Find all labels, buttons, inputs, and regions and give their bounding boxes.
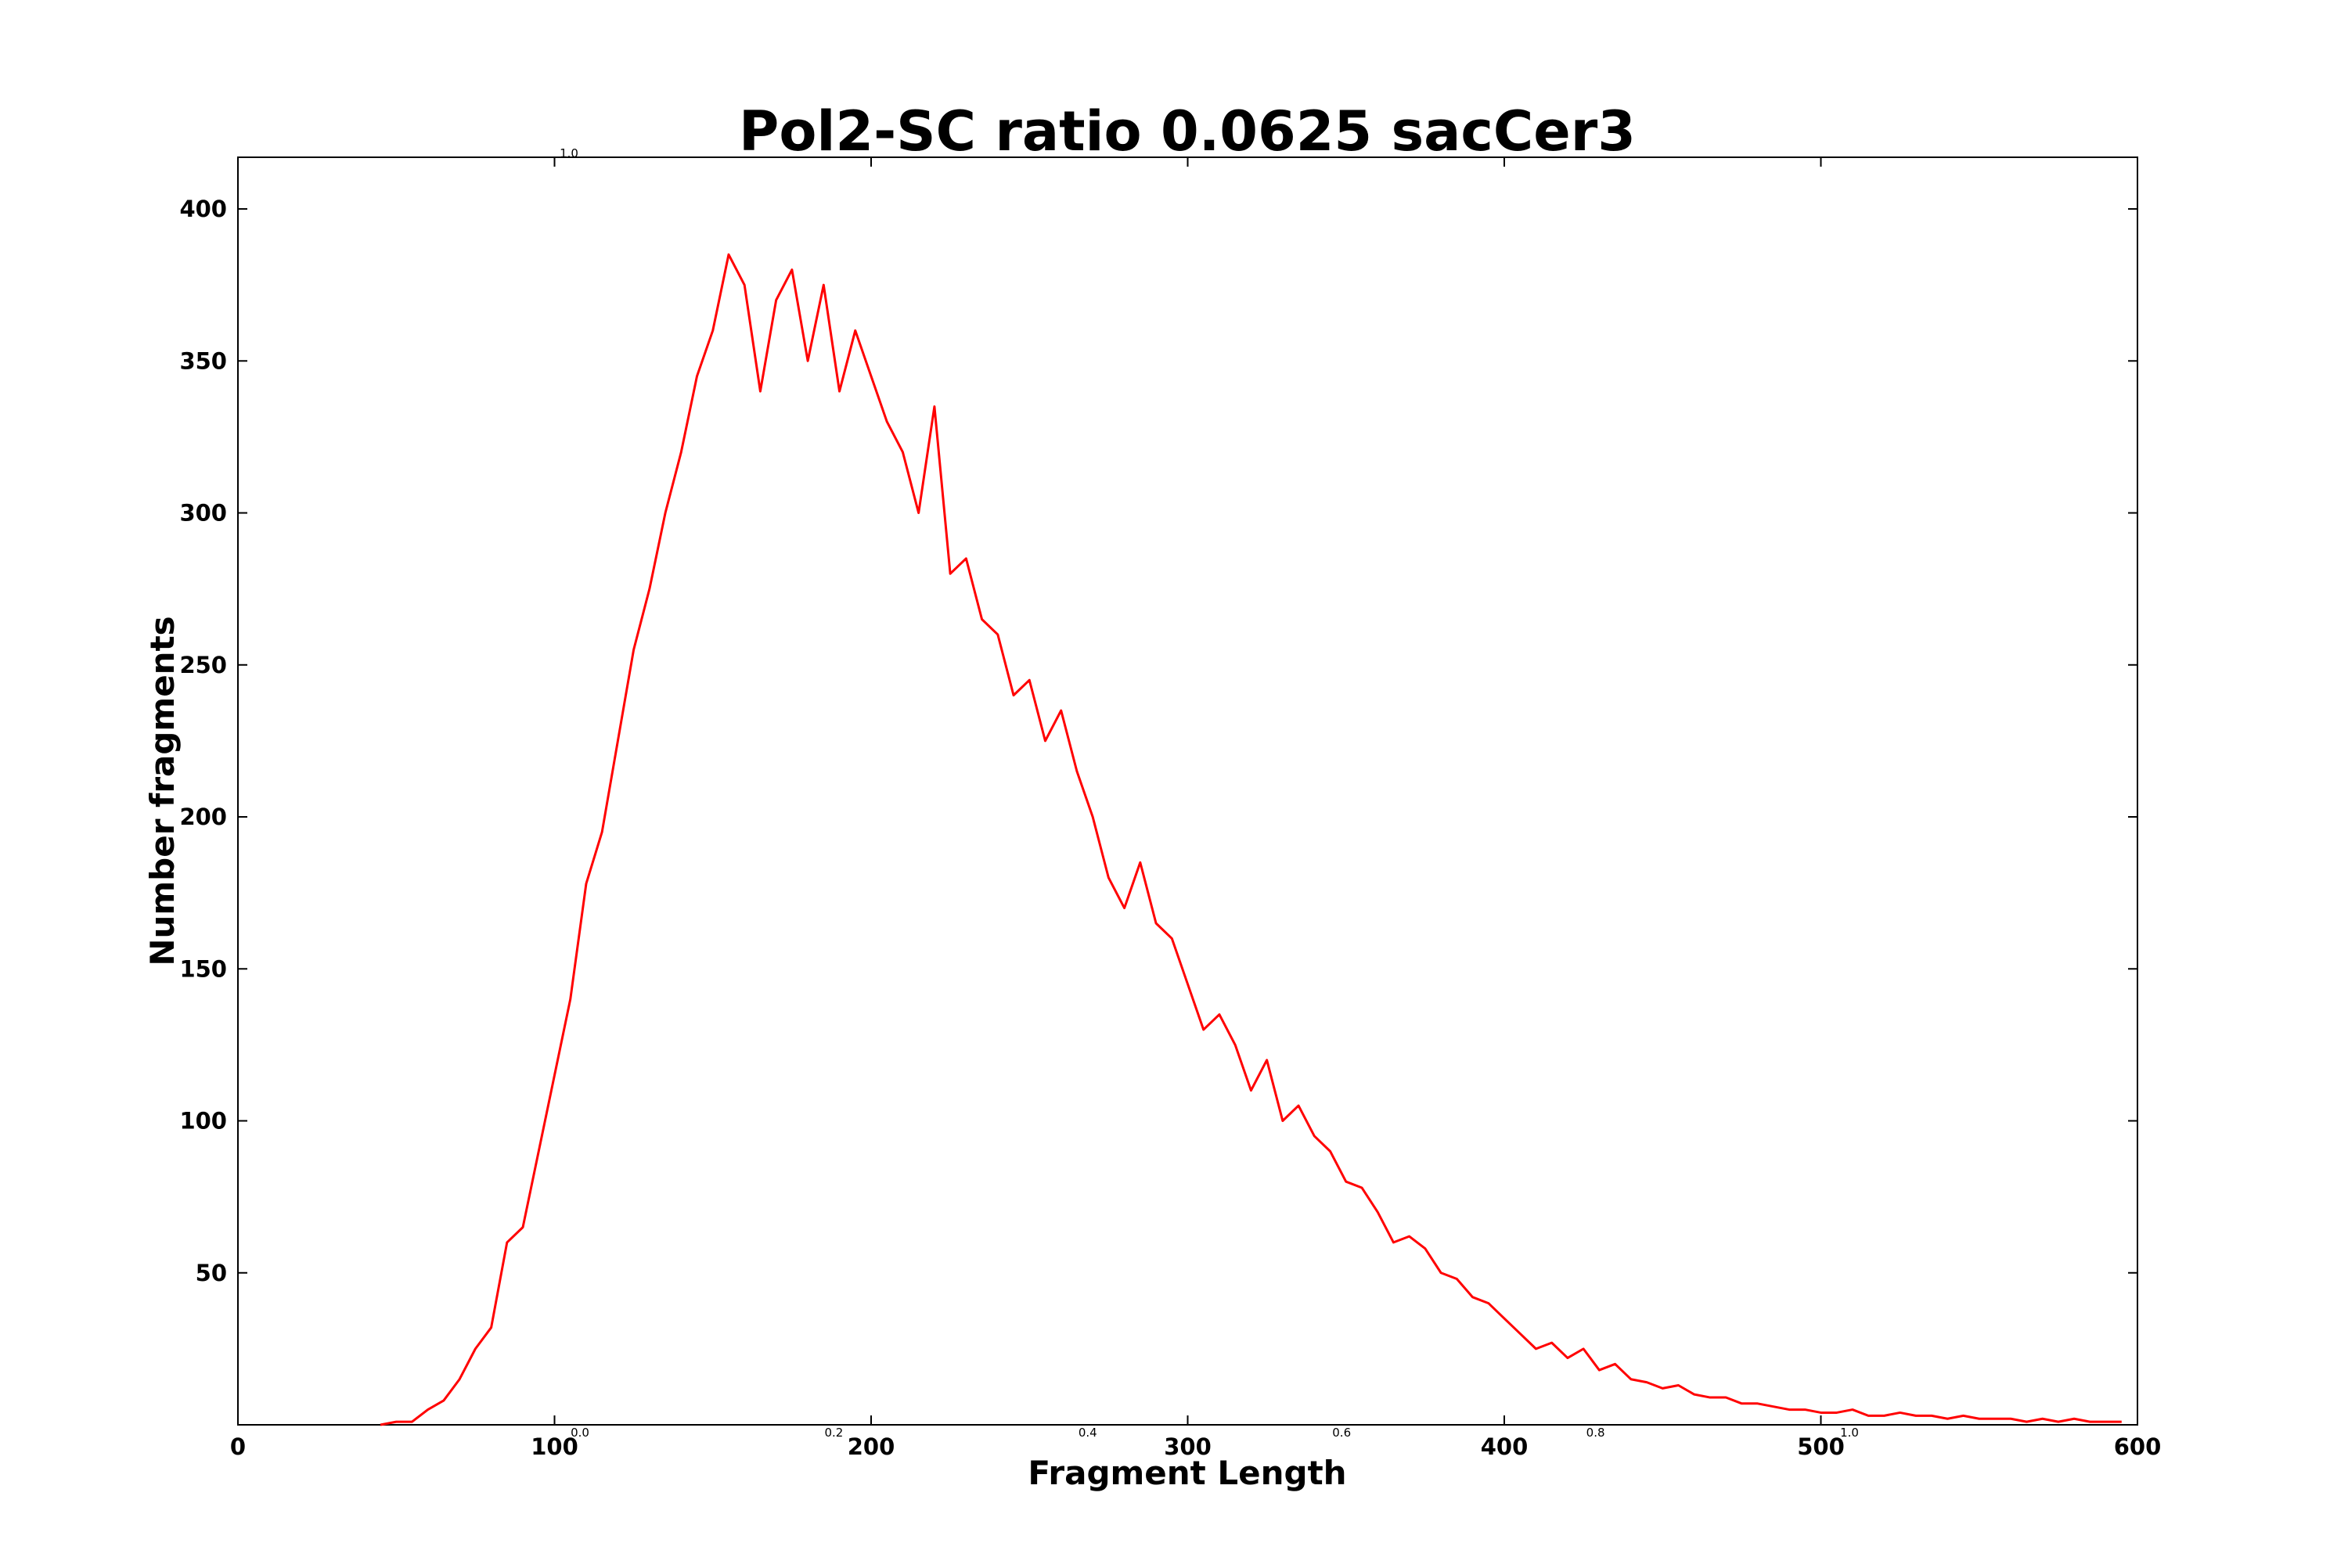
x-tick-label: 0: [230, 1433, 246, 1460]
overlay-tick-label: 0.2: [824, 1426, 843, 1440]
y-tick-label: 150: [179, 955, 227, 982]
x-tick-label: 600: [2114, 1433, 2162, 1460]
x-tick-label: 300: [1164, 1433, 1212, 1460]
overlay-tick-label: 0.8: [1586, 1426, 1605, 1440]
y-tick-label: 400: [179, 196, 227, 222]
y-tick-label: 200: [179, 804, 227, 830]
overlay-tick-label: 1.0: [560, 146, 578, 160]
x-tick-label: 500: [1797, 1433, 1845, 1460]
y-tick-label: 300: [179, 500, 227, 527]
overlay-tick-label: 0.4: [1079, 1426, 1097, 1440]
chart-title: Pol2-SC ratio 0.0625 sacCer3: [739, 99, 1636, 164]
overlay-tick-label: 0.0: [571, 1426, 589, 1440]
overlay-tick-label: 1.0: [1840, 1426, 1859, 1440]
x-tick-label: 400: [1481, 1433, 1529, 1460]
overlay-tick-label: 0.6: [1332, 1426, 1351, 1440]
y-axis-label: Number fragments: [143, 616, 182, 966]
y-tick-label: 350: [179, 347, 227, 374]
x-tick-label: 100: [531, 1433, 578, 1460]
plot-frame: [237, 156, 2138, 1426]
y-tick-label: 100: [179, 1108, 227, 1135]
y-tick-label: 250: [179, 652, 227, 678]
x-axis-label: Fragment Length: [1028, 1454, 1346, 1492]
y-tick-label: 50: [196, 1260, 227, 1286]
x-tick-label: 200: [848, 1433, 895, 1460]
data-line: [380, 253, 2122, 1426]
